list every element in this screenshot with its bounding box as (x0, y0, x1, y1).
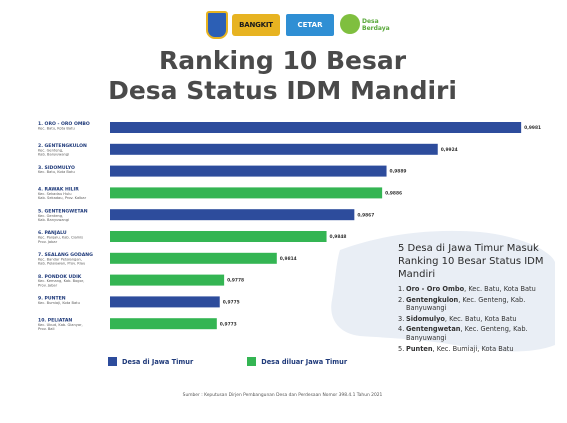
bar-4 (110, 187, 383, 199)
category-label-7: 7. SEALANG GODANG (38, 252, 93, 258)
category-sublabel-4-2: Kab. Sekadau, Prov. Kalbar (38, 196, 87, 200)
jawa-timur-summary-panel: 5 Desa di Jawa Timur Masuk Ranking 10 Be… (398, 242, 555, 355)
value-label-4: 0,9886 (385, 191, 402, 197)
panel-item-number: 3. (398, 314, 405, 323)
bar-5 (110, 209, 355, 221)
category-label-5: 5. GENTENGWETAN (38, 208, 88, 214)
value-label-10: 0,9773 (220, 321, 237, 327)
value-label-6: 0,9848 (330, 234, 347, 240)
category-sublabel-4-1: Kec. Sekadau Hulu (38, 192, 72, 196)
category-sublabel-8-1: Kec. Kemang, Kab. Bogor, (38, 279, 84, 283)
legend-swatch-jawa-timur (108, 357, 117, 366)
category-label-1: 1. ORO - ORO OMBO (38, 121, 90, 127)
panel-item-location: , Kec. Bumiaji, Kota Batu (432, 344, 514, 353)
source-note: Sumber : Keputusan Dirjen Pembangunan De… (182, 393, 383, 398)
bar-1 (110, 122, 522, 133)
category-sublabel-10-1: Kec. Ubud, Kab. Gianyar, (38, 323, 83, 327)
value-label-5: 0,9867 (357, 212, 374, 218)
category-label-10: 10. PELIATAN (38, 317, 72, 323)
category-sublabel-7-2: Kab. Pelalawan, Prov. Riau (38, 262, 85, 266)
category-sublabel-1-1: Kec. Batu, Kota Batu (38, 127, 75, 131)
title-line-2: Desa Status IDM Mandiri (108, 76, 457, 105)
panel-item-text: Gentengkulon, Kec. Genteng, Kab. Banyuwa… (406, 296, 555, 313)
chart-legend: Desa di Jawa Timur Desa diluar Jawa Timu… (108, 357, 401, 366)
cetar-logo: CETAR (286, 14, 334, 36)
panel-list-item: 1. Oro - Oro Ombo, Kec. Batu, Kota Batu (398, 285, 555, 294)
value-label-2: 0,9924 (441, 147, 458, 153)
category-label-4: 4. RAWAK HILIR (38, 187, 79, 193)
value-label-7: 0,9814 (280, 256, 297, 262)
legend-item-jawa-timur: Desa di Jawa Timur (108, 357, 193, 366)
panel-list-item: 3. Sidomulyo, Kec. Batu, Kota Batu (398, 315, 555, 324)
panel-item-location: , Kec. Genteng, Kab. Banyuwangi (406, 295, 526, 313)
legend-label-jawa-timur: Desa di Jawa Timur (122, 357, 194, 366)
category-label-6: 6. PANJALU (38, 230, 67, 236)
value-label-3: 0,9889 (390, 169, 407, 175)
legend-label-luar-jawa-timur: Desa diluar Jawa Timur (261, 357, 348, 366)
panel-item-number: 4. (398, 325, 405, 334)
category-sublabel-5-2: Kab. Banyuwangi (38, 218, 69, 222)
category-sublabel-7-1: Kec. Bandar Petalangan, (38, 257, 82, 261)
desa-berdaya-icon (340, 14, 360, 34)
panel-title: 5 Desa di Jawa Timur Masuk Ranking 10 Be… (398, 243, 544, 280)
legend-item-luar-jawa-timur: Desa diluar Jawa Timur (247, 357, 347, 366)
panel-item-number: 2. (398, 295, 405, 304)
page-title: Ranking 10 Besar Desa Status IDM Mandiri (10, 46, 555, 106)
bar-6 (110, 231, 327, 242)
infographic-card: BANGKIT CETAR Desa Berdaya Ranking 10 Be… (10, 0, 555, 408)
panel-item-text: Gentengwetan, Kec. Genteng, Kab. Banyuwa… (406, 325, 555, 342)
category-sublabel-9-1: Kec. Bumiaji, Kota Batu (38, 301, 80, 305)
category-sublabel-5-1: Kec. Genteng, (38, 214, 63, 218)
panel-item-name: Oro - Oro Ombo (406, 285, 465, 293)
panel-item-name: Punten (406, 344, 433, 353)
legend-swatch-luar-jawa-timur (247, 357, 257, 366)
panel-list-item: 4. Gentengwetan, Kec. Genteng, Kab. Banyu… (398, 325, 555, 342)
category-sublabel-2-2: Kab. Banyuwangi (38, 153, 69, 157)
category-sublabel-10-2: Prov. Bali (38, 327, 55, 331)
value-label-8: 0,9778 (227, 278, 244, 284)
desa-berdaya-logo-text: Desa Berdaya (362, 18, 390, 32)
category-sublabel-8-2: Prov. Jabar (38, 283, 58, 287)
bar-7 (110, 252, 277, 264)
map-background-shape (331, 230, 555, 352)
bangkit-logo: BANGKIT (232, 14, 280, 36)
title-line-1: Ranking 10 Besar (158, 46, 407, 75)
bar-8 (110, 274, 225, 286)
category-label-3: 3. SIDOMULYO (38, 165, 75, 171)
bar-10 (110, 318, 217, 330)
panel-item-number: 1. (398, 285, 405, 293)
panel-item-name: Gentengkulon (406, 295, 459, 304)
value-label-9: 0,9775 (223, 300, 240, 306)
panel-list-item: 5. Punten, Kec. Bumiaji, Kota Batu (398, 345, 555, 354)
panel-item-location: , Kec. Batu, Kota Batu (464, 285, 536, 293)
panel-list: 1. Oro - Oro Ombo, Kec. Batu, Kota Batu 2.… (398, 285, 555, 353)
panel-item-name: Sidomulyo (406, 314, 445, 323)
panel-item-number: 5. (398, 344, 405, 353)
category-label-9: 9. PUNTEN (38, 296, 66, 302)
category-sublabel-3-1: Kec. Batu, Kota Batu (38, 170, 75, 174)
category-sublabel-6-2: Prov. Jabar (38, 240, 58, 244)
panel-list-item: 2. Gentengkulon, Kec. Genteng, Kab. Banyu… (398, 296, 555, 313)
category-sublabel-2-1: Kec. Genteng, (38, 148, 63, 152)
category-sublabel-6-1: Kec. Panjalu, Kab. Ciamis (38, 236, 83, 240)
panel-item-text: Oro - Oro Ombo, Kec. Batu, Kota Batu (406, 285, 536, 294)
panel-item-name: Gentengwetan (406, 325, 461, 334)
bar-9 (110, 296, 220, 308)
bar-2 (110, 143, 438, 155)
bar-3 (110, 165, 387, 177)
panel-item-location: , Kec. Batu, Kota Batu (444, 314, 517, 323)
category-label-2: 2. GENTENGKULON (38, 143, 87, 149)
value-label-1: 0,9981 (524, 125, 541, 131)
panel-item-text: Punten, Kec. Bumiaji, Kota Batu (406, 345, 514, 354)
east-java-crest-logo (206, 11, 228, 39)
panel-item-text: Sidomulyo, Kec. Batu, Kota Batu (406, 315, 517, 324)
panel-item-location: , Kec. Genteng, Kab. Banyuwangi (406, 325, 528, 342)
category-label-8: 8. PONDOK UDIK (38, 274, 82, 280)
